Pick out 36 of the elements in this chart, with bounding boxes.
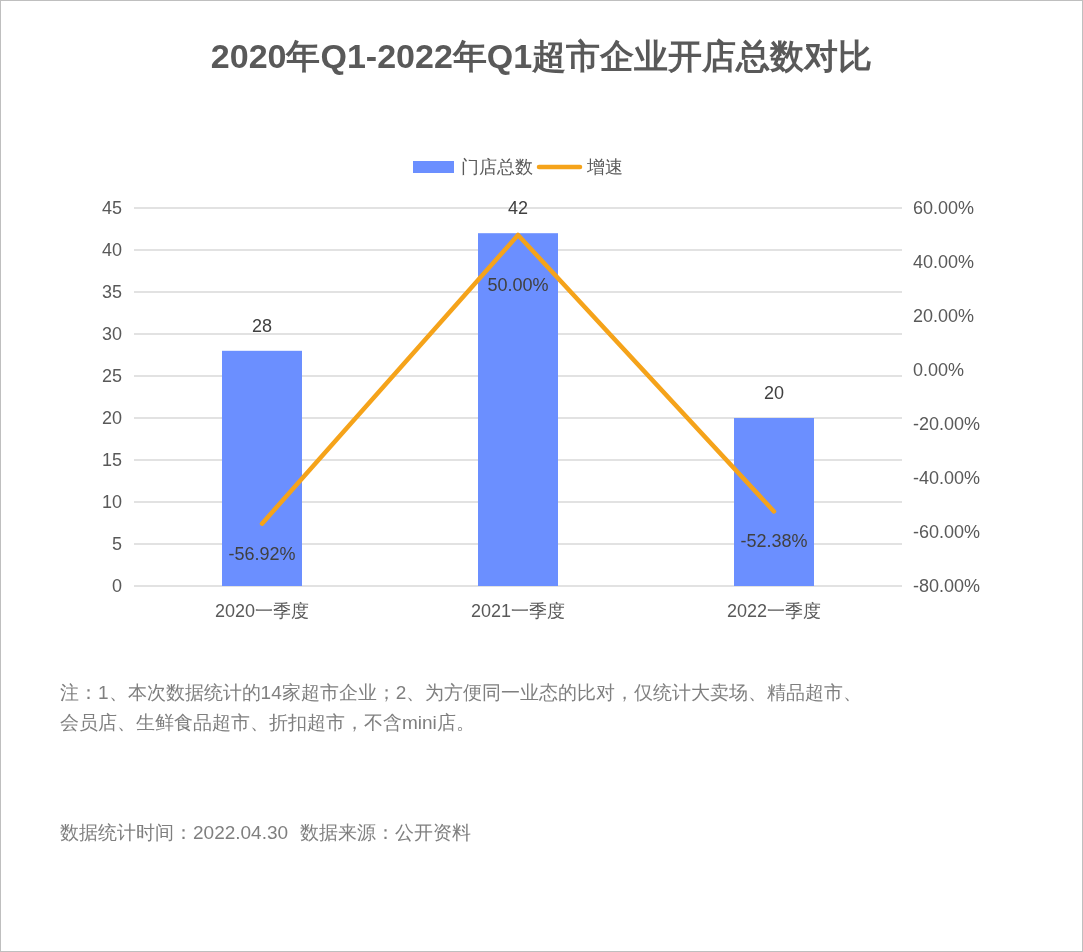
legend-label: 增速 xyxy=(586,157,623,177)
x-tick-label: 2021一季度 xyxy=(470,601,566,621)
chart-title: 2020年Q1-2022年Q1超市企业开店总数对比 xyxy=(210,37,873,75)
y-tick-label: 35 xyxy=(101,282,122,302)
data-label: 28 xyxy=(251,315,273,336)
y-tick-label: 25 xyxy=(101,366,122,386)
legend-label: 门店总数 xyxy=(461,157,533,177)
y2-tick-label: -80.00% xyxy=(913,576,981,596)
data-label: 50.00% xyxy=(487,275,549,295)
bar xyxy=(222,350,302,586)
y2-tick-label: -60.00% xyxy=(913,522,981,542)
y-tick-label: 5 xyxy=(111,534,122,554)
data-label: -52.38% xyxy=(740,531,808,552)
text: 数据统计时间：2022.04.30 xyxy=(60,822,289,843)
y-tick-label: 0 xyxy=(111,576,122,596)
y2-tick-label: -40.00% xyxy=(913,468,981,488)
source-note: 数据来源：公开资料 xyxy=(300,822,472,843)
y-tick-label: 40 xyxy=(101,240,122,260)
y-tick-label: 30 xyxy=(101,324,122,344)
text: 注：1、本次数据统计的14家超市企业；2、为方便同一业态的比对，仅统计大卖场、精品超市、会员店、生鲜食品超市、折扣超市，不含mini店。 xyxy=(60,681,864,735)
y-tick-label: 15 xyxy=(101,450,122,470)
y2-tick-label: 60.00% xyxy=(913,198,975,218)
y-tick-label: 10 xyxy=(101,492,122,512)
data-label: 20 xyxy=(763,383,785,403)
y2-tick-label: -20.00% xyxy=(913,414,981,434)
y-tick-label: 20 xyxy=(101,408,122,428)
y2-tick-label: 0.00% xyxy=(913,360,965,380)
y-tick-label: 45 xyxy=(101,198,122,218)
x-tick-label: 2020一季度 xyxy=(214,601,310,621)
bar xyxy=(478,233,558,586)
y2-tick-label: 40.00% xyxy=(913,252,975,272)
x-tick-label: 2022一季度 xyxy=(726,601,822,621)
y2-tick-label: 20.00% xyxy=(913,306,975,326)
bar xyxy=(734,418,814,586)
data-label: -56.92% xyxy=(228,543,296,564)
data-label: 42 xyxy=(507,198,529,219)
